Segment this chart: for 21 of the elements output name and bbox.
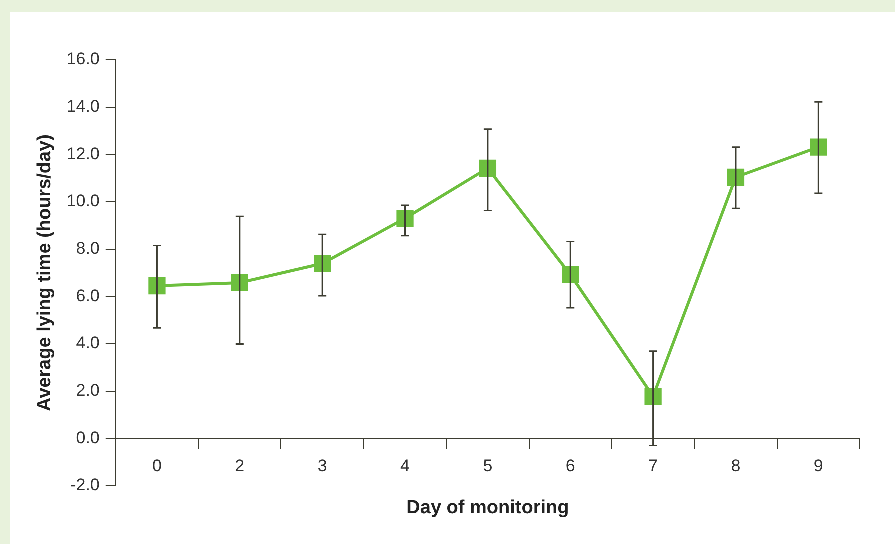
x-tick-label: 4	[400, 456, 410, 476]
y-tick-label: 6.0	[76, 286, 100, 306]
x-tick-label: 3	[318, 456, 328, 476]
x-tick-label: 2	[235, 456, 245, 476]
y-tick-label: 0.0	[76, 428, 100, 448]
y-tick-label: -2.0	[70, 476, 100, 495]
y-tick-label: 14.0	[66, 97, 100, 116]
x-tick-label: 9	[814, 456, 824, 476]
y-tick-label: 2.0	[76, 381, 100, 400]
x-tick-label: 8	[731, 456, 741, 476]
y-tick-label: 10.0	[66, 192, 100, 211]
y-axis-title: Average lying time (hours/day)	[34, 134, 56, 412]
x-tick-label: 6	[566, 456, 576, 476]
x-tick-label: 0	[152, 456, 162, 476]
x-tick-label: 5	[483, 456, 493, 476]
y-tick-label: 4.0	[76, 334, 100, 353]
y-tick-label: 8.0	[76, 239, 100, 258]
x-tick-label: 7	[648, 456, 658, 476]
y-tick-label: 12.0	[66, 144, 100, 164]
x-axis-title: Day of monitoring	[406, 498, 570, 519]
y-tick-label: 16.0	[66, 50, 100, 69]
